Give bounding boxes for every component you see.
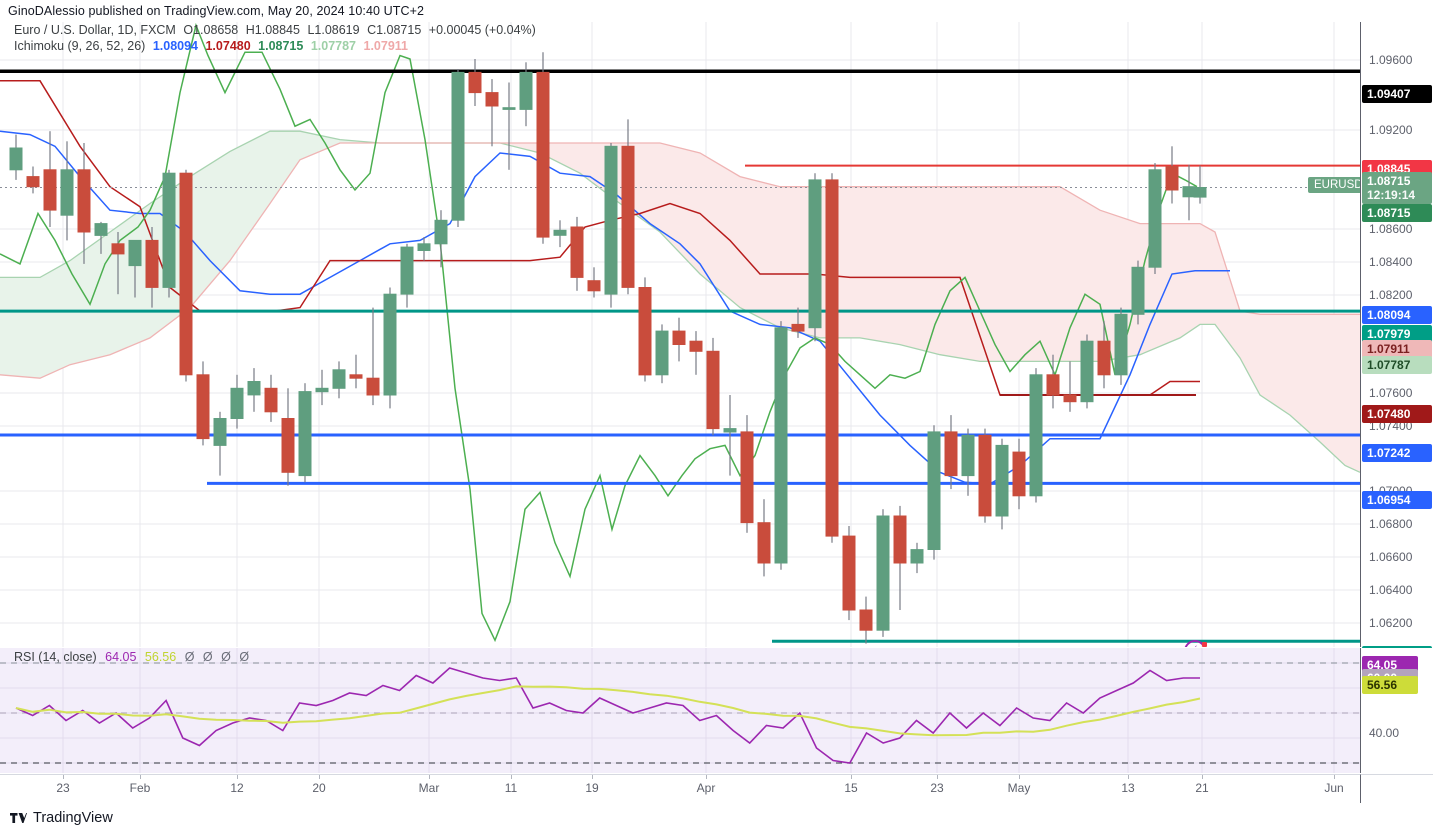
price-label-value: 1.08715	[1367, 174, 1411, 188]
time-tick-7: Apr	[696, 781, 716, 795]
price-label-1-08094[interactable]: 1.08094	[1362, 306, 1432, 324]
price-tick-8: 1.06800	[1369, 517, 1413, 531]
time-tick-mark-8	[851, 775, 852, 779]
price-label-1-08715[interactable]: 1.08715 12:19:14	[1362, 172, 1432, 204]
time-tick-mark-1	[140, 775, 141, 779]
rsi-chart-svg	[0, 648, 1360, 773]
time-tick-13: Jun	[1324, 781, 1344, 795]
countdown-timer: 12:19:14	[1367, 188, 1416, 202]
price-tick-11: 1.06200	[1369, 616, 1413, 630]
time-tick-8: 15	[844, 781, 858, 795]
time-tick-9: 23	[930, 781, 944, 795]
time-tick-11: 13	[1121, 781, 1135, 795]
rsi-title[interactable]: RSI (14, close)	[14, 650, 97, 664]
price-label-1-09407[interactable]: 1.09407	[1362, 85, 1432, 103]
time-tick-mark-10	[1019, 775, 1020, 779]
time-tick-5: 11	[504, 781, 518, 795]
time-tick-mark-11	[1128, 775, 1129, 779]
price-label-1-06954[interactable]: 1.06954	[1362, 491, 1432, 509]
rsi-tick-0: 40.00	[1369, 726, 1400, 740]
rsi-legend: RSI (14, close) 64.05 56.56 Ø Ø Ø Ø	[14, 650, 254, 664]
price-chart-pane[interactable]: Euro / U.S. Dollar, 1D, FXCM O1.08658 H1…	[0, 22, 1360, 647]
scale-footer-corner	[1360, 774, 1433, 803]
rsi-label-56-56[interactable]: 56.56	[1362, 676, 1418, 694]
time-tick-mark-9	[937, 775, 938, 779]
price-tick-5: 1.07600	[1369, 386, 1413, 400]
price-label-1-07242[interactable]: 1.07242	[1362, 444, 1432, 462]
symbol-price-badge: EURUSD	[1308, 177, 1360, 193]
time-tick-4: Mar	[418, 781, 440, 795]
price-label-1-08715[interactable]: 1.08715	[1362, 204, 1432, 222]
time-tick-2: 12	[230, 781, 244, 795]
rsi-empty-4: Ø	[239, 650, 250, 664]
price-tick-9: 1.06600	[1369, 550, 1413, 564]
rsi-empty-2: Ø	[202, 650, 213, 664]
time-tick-mark-13	[1334, 775, 1335, 779]
lightning-bolt-icon[interactable]	[1183, 637, 1209, 647]
time-tick-mark-0	[63, 775, 64, 779]
time-tick-mark-4	[429, 775, 430, 779]
price-tick-3: 1.08400	[1369, 255, 1413, 269]
time-tick-mark-6	[592, 775, 593, 779]
time-tick-mark-12	[1202, 775, 1203, 779]
tradingview-logo[interactable]: TradingView	[10, 810, 113, 826]
rsi-value: 64.05	[105, 650, 137, 664]
time-tick-mark-5	[511, 775, 512, 779]
tradingview-mark-icon	[10, 812, 27, 823]
time-tick-6: 19	[585, 781, 599, 795]
price-label-1-07911[interactable]: 1.07911	[1362, 340, 1432, 358]
attribution-text: GinoDAlessio published on TradingView.co…	[8, 4, 425, 18]
rsi-empty-1: Ø	[184, 650, 195, 664]
time-axis[interactable]: 23 Feb 12 20 Mar 11 19 Apr 15 23 May 13 21 Jun	[0, 774, 1360, 803]
time-tick-12: 21	[1195, 781, 1209, 795]
rsi-ma-value: 56.56	[144, 650, 177, 664]
price-label-1-07979[interactable]: 1.07979	[1362, 325, 1432, 343]
time-tick-3: 20	[312, 781, 326, 795]
price-tick-4: 1.08200	[1369, 288, 1413, 302]
price-tick-10: 1.06400	[1369, 583, 1413, 597]
price-tick-2: 1.08600	[1369, 222, 1413, 236]
time-tick-0: 23	[56, 781, 70, 795]
time-tick-1: Feb	[129, 781, 151, 795]
tradingview-wordmark: TradingView	[33, 810, 113, 826]
price-label-1-07480[interactable]: 1.07480	[1362, 405, 1432, 423]
price-tick-1: 1.09200	[1369, 123, 1413, 137]
rsi-empty-3: Ø	[221, 650, 231, 664]
price-tick-0: 1.09600	[1369, 53, 1413, 67]
price-label-1-07787[interactable]: 1.07787	[1362, 356, 1432, 374]
time-tick-10: May	[1007, 781, 1031, 795]
rsi-pane[interactable]: RSI (14, close) 64.05 56.56 Ø Ø Ø Ø	[0, 648, 1360, 773]
price-scale[interactable]: 1.09600 1.09200 1.08600 1.08400 1.08200 1.076…	[1360, 22, 1433, 664]
time-tick-mark-2	[237, 775, 238, 779]
price-chart-svg	[0, 22, 1360, 647]
time-tick-mark-7	[706, 775, 707, 779]
time-tick-mark-3	[319, 775, 320, 779]
